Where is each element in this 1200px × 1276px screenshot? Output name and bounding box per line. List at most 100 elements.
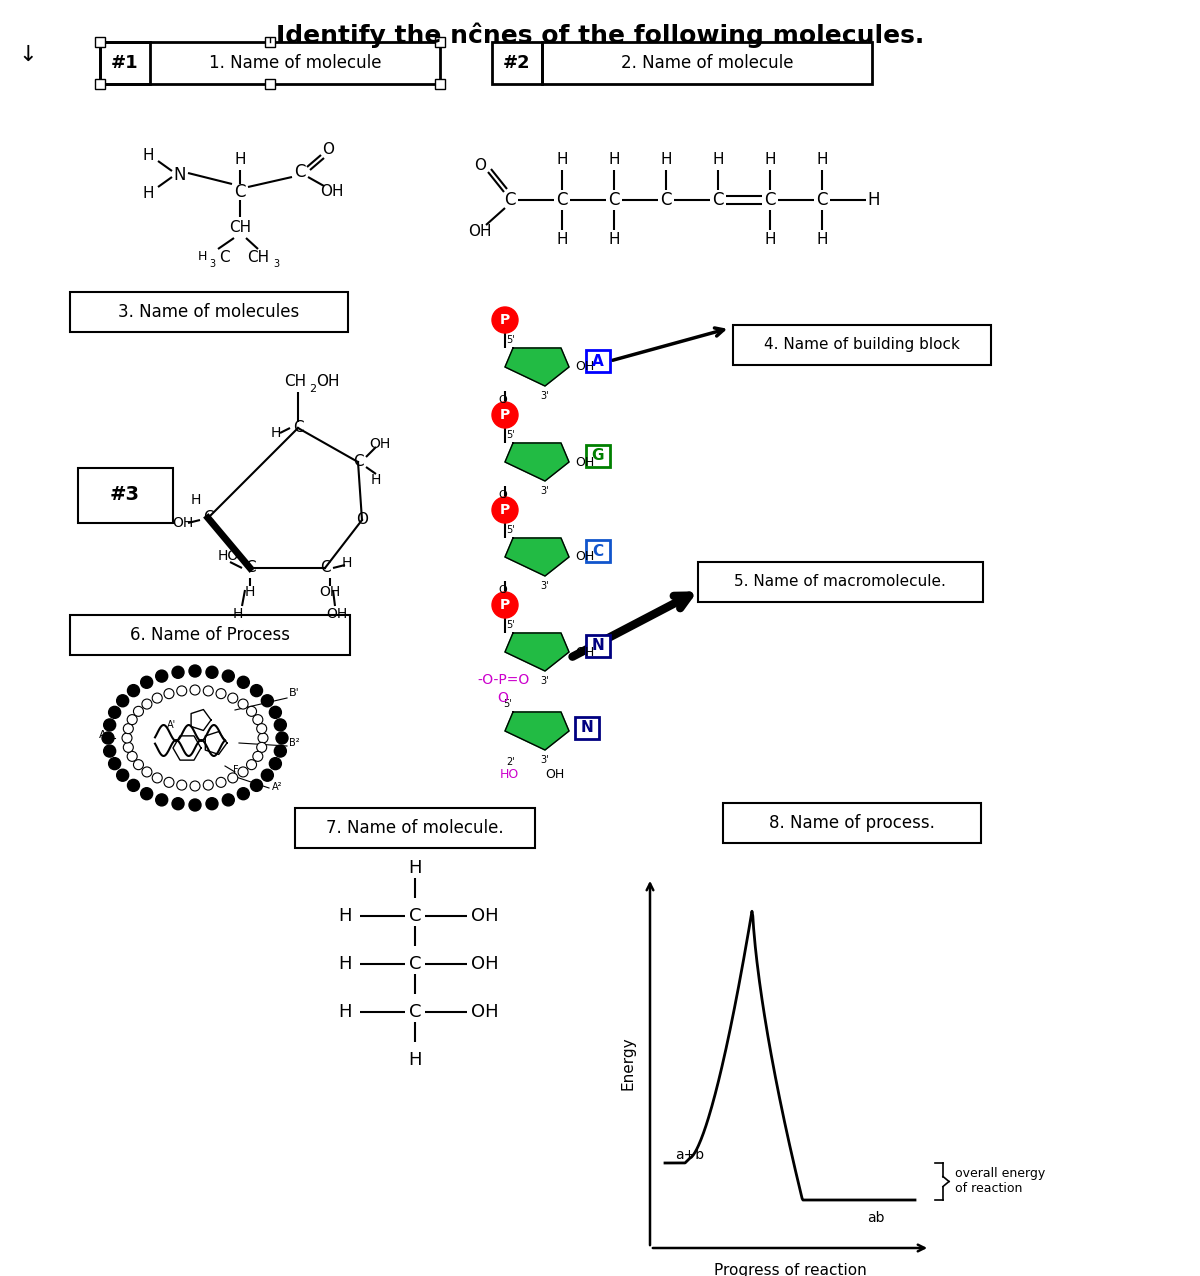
Text: OH: OH bbox=[575, 361, 594, 374]
Text: OH: OH bbox=[575, 646, 594, 658]
Circle shape bbox=[262, 694, 274, 707]
Text: 3': 3' bbox=[541, 486, 550, 496]
Text: H: H bbox=[764, 153, 775, 167]
Text: C: C bbox=[608, 191, 619, 209]
Text: C: C bbox=[294, 163, 306, 181]
Circle shape bbox=[124, 723, 133, 734]
Polygon shape bbox=[505, 633, 569, 671]
Text: N: N bbox=[174, 166, 186, 184]
Text: 3': 3' bbox=[541, 755, 550, 766]
Circle shape bbox=[492, 592, 518, 618]
Text: OH: OH bbox=[575, 456, 594, 468]
Bar bbox=[70, 615, 350, 655]
Text: OH: OH bbox=[575, 550, 594, 564]
Circle shape bbox=[222, 670, 234, 683]
Text: OH: OH bbox=[472, 954, 499, 974]
Text: 5': 5' bbox=[506, 620, 515, 630]
Circle shape bbox=[188, 665, 202, 678]
Circle shape bbox=[251, 780, 263, 791]
Circle shape bbox=[228, 693, 238, 703]
Circle shape bbox=[102, 732, 114, 744]
Text: H: H bbox=[408, 859, 421, 877]
Text: CH: CH bbox=[229, 219, 251, 235]
Circle shape bbox=[142, 767, 152, 777]
Text: H: H bbox=[234, 153, 246, 167]
Text: 3': 3' bbox=[541, 581, 550, 591]
Circle shape bbox=[176, 686, 187, 695]
Circle shape bbox=[216, 689, 226, 699]
Circle shape bbox=[156, 670, 168, 683]
Circle shape bbox=[269, 707, 281, 718]
Circle shape bbox=[238, 787, 250, 800]
Text: H: H bbox=[713, 153, 724, 167]
Circle shape bbox=[152, 773, 162, 783]
Bar bbox=[295, 808, 535, 849]
Text: C: C bbox=[660, 191, 672, 209]
Bar bbox=[722, 803, 982, 843]
Circle shape bbox=[275, 745, 287, 757]
Polygon shape bbox=[505, 443, 569, 481]
Circle shape bbox=[164, 777, 174, 787]
Text: C: C bbox=[504, 191, 516, 209]
Text: O: O bbox=[356, 513, 368, 527]
Text: ab: ab bbox=[868, 1211, 886, 1225]
Circle shape bbox=[492, 308, 518, 333]
Text: H: H bbox=[338, 1003, 352, 1021]
Bar bbox=[492, 42, 542, 84]
Bar bbox=[265, 37, 275, 47]
Text: OH: OH bbox=[472, 907, 499, 925]
Text: CH: CH bbox=[284, 374, 306, 389]
Text: OH: OH bbox=[320, 185, 343, 199]
Text: C: C bbox=[713, 191, 724, 209]
Circle shape bbox=[127, 685, 139, 697]
Circle shape bbox=[251, 685, 263, 697]
Text: -O-P=O: -O-P=O bbox=[476, 672, 529, 686]
Circle shape bbox=[190, 799, 202, 812]
Text: C: C bbox=[203, 510, 214, 526]
Bar bbox=[586, 350, 610, 373]
Circle shape bbox=[222, 794, 234, 806]
Circle shape bbox=[116, 769, 128, 781]
Text: H: H bbox=[338, 954, 352, 974]
Text: 2. Name of molecule: 2. Name of molecule bbox=[620, 54, 793, 71]
Text: H: H bbox=[764, 232, 775, 248]
Text: overall energy
of reaction: overall energy of reaction bbox=[955, 1168, 1045, 1196]
Circle shape bbox=[238, 767, 248, 777]
Text: P: P bbox=[500, 503, 510, 517]
Circle shape bbox=[140, 676, 152, 688]
Text: H: H bbox=[816, 153, 828, 167]
Circle shape bbox=[109, 758, 121, 769]
Bar bbox=[575, 717, 599, 739]
Text: 5': 5' bbox=[506, 430, 515, 440]
Circle shape bbox=[257, 723, 266, 734]
Text: O: O bbox=[499, 396, 508, 404]
Circle shape bbox=[176, 780, 187, 790]
Circle shape bbox=[133, 759, 144, 769]
Bar bbox=[95, 79, 106, 89]
Bar bbox=[586, 445, 610, 467]
Circle shape bbox=[206, 798, 218, 810]
Bar bbox=[733, 325, 991, 365]
Text: 3': 3' bbox=[541, 390, 550, 401]
Text: OH: OH bbox=[319, 584, 341, 598]
Bar bbox=[70, 292, 348, 332]
Text: C: C bbox=[234, 182, 246, 202]
Bar bbox=[78, 468, 173, 523]
Circle shape bbox=[203, 780, 214, 790]
Text: P: P bbox=[500, 408, 510, 422]
Circle shape bbox=[203, 686, 214, 695]
Text: H: H bbox=[245, 584, 256, 598]
Circle shape bbox=[246, 759, 257, 769]
Circle shape bbox=[116, 694, 128, 707]
Circle shape bbox=[127, 780, 139, 791]
Bar bbox=[100, 42, 440, 84]
Text: C: C bbox=[409, 954, 421, 974]
Text: H: H bbox=[408, 1051, 421, 1069]
Text: H: H bbox=[557, 153, 568, 167]
Text: HO: HO bbox=[217, 549, 239, 563]
Text: C: C bbox=[319, 560, 330, 575]
Text: O: O bbox=[474, 157, 486, 172]
Text: 2': 2' bbox=[506, 757, 515, 767]
Text: H: H bbox=[271, 426, 281, 440]
Polygon shape bbox=[505, 538, 569, 575]
